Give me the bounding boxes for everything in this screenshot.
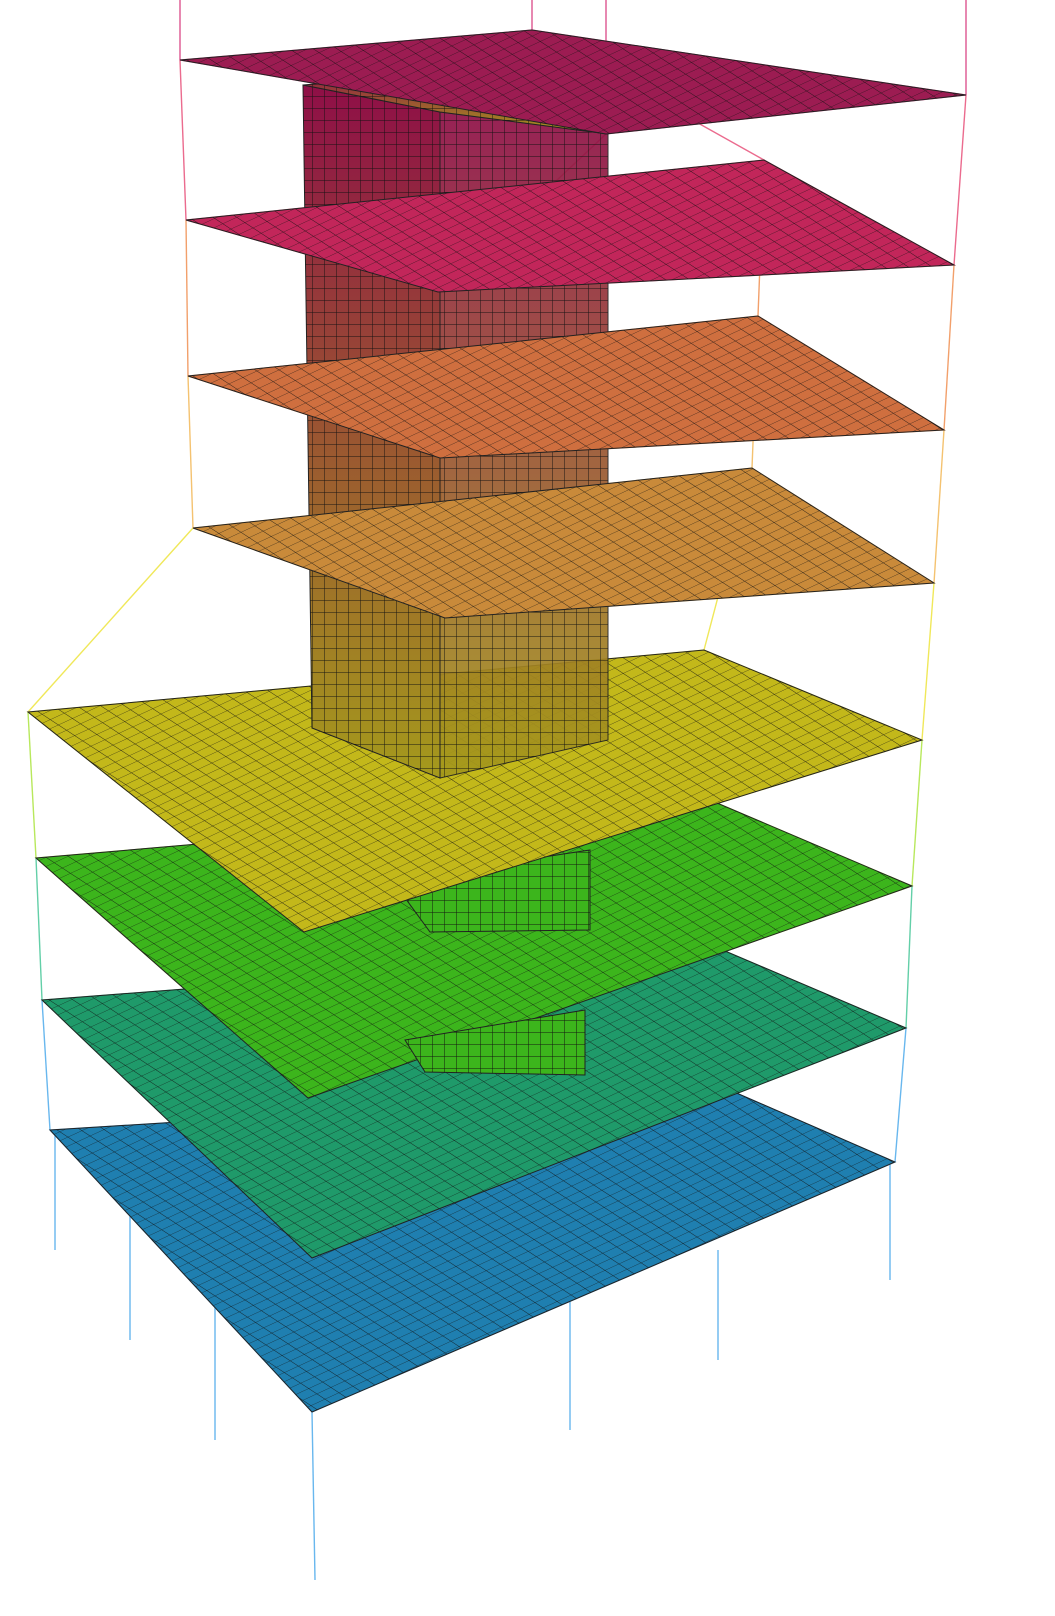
column-line <box>27 527 194 713</box>
column-line <box>185 219 189 377</box>
column-line <box>894 1027 907 1163</box>
ground-column <box>311 1411 316 1581</box>
floor-slab[interactable] <box>26 649 924 933</box>
column-line <box>911 739 923 887</box>
column-line <box>179 59 187 221</box>
floor-slab[interactable] <box>185 159 956 293</box>
column-line <box>921 582 935 741</box>
column-line <box>943 264 955 431</box>
floor-slab[interactable] <box>192 467 936 619</box>
column-line <box>933 429 945 584</box>
core-segment <box>404 1009 586 1076</box>
column-line <box>27 711 37 859</box>
floor-slab[interactable] <box>179 29 967 135</box>
column-line <box>953 94 967 266</box>
column-line <box>905 885 913 1029</box>
column-line <box>41 999 51 1131</box>
column-line <box>187 375 194 529</box>
floor-slabs <box>26 29 967 1413</box>
floor-slab[interactable] <box>187 315 946 459</box>
core-segment <box>391 849 591 933</box>
column-line <box>35 857 43 1001</box>
